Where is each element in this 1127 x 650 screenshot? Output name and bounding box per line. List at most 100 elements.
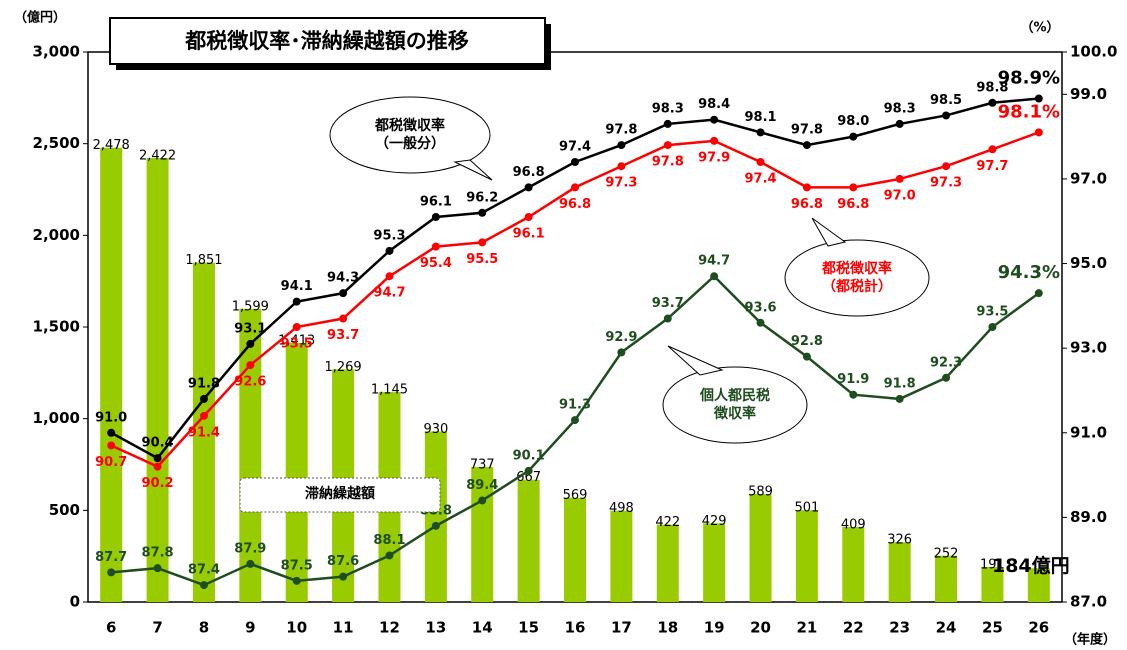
point-label: 94.1 bbox=[281, 279, 313, 294]
bar-label: 184億円 bbox=[992, 554, 1070, 577]
point-label: 96.8 bbox=[559, 197, 591, 212]
point bbox=[849, 183, 858, 192]
point-label: 87.8 bbox=[142, 546, 174, 561]
bar-label: 191 bbox=[980, 557, 1005, 572]
bar bbox=[285, 342, 308, 602]
x-tick-label: 21 bbox=[796, 619, 817, 637]
point bbox=[710, 115, 719, 124]
point bbox=[107, 441, 116, 450]
bar-label: 2,478 bbox=[93, 138, 130, 153]
point-label: 94.3 bbox=[327, 271, 359, 286]
bar bbox=[610, 510, 633, 602]
point bbox=[756, 158, 765, 166]
point-label: 90.4 bbox=[142, 436, 174, 451]
point bbox=[339, 314, 348, 323]
y-tick-label: 2,500 bbox=[33, 134, 80, 152]
point-label: 97.4 bbox=[744, 172, 776, 187]
point-label: 98.9% bbox=[998, 68, 1060, 89]
point bbox=[339, 289, 348, 298]
point bbox=[617, 348, 626, 357]
legend-label: 個人都民税 徴収率 bbox=[700, 388, 770, 422]
point-label: 93.5 bbox=[281, 337, 313, 352]
point-label: 87.7 bbox=[95, 550, 127, 565]
point-label: 92.3 bbox=[930, 355, 962, 370]
point bbox=[1034, 289, 1043, 298]
bar bbox=[517, 479, 540, 602]
point-label: 87.6 bbox=[327, 554, 359, 569]
y2-tick-label: 100.0 bbox=[1070, 43, 1117, 61]
callout-tail bbox=[811, 217, 847, 247]
y-tick-label: 0 bbox=[70, 593, 80, 611]
point-label: 95.5 bbox=[466, 252, 498, 267]
x-tick-label: 26 bbox=[1028, 619, 1049, 637]
point-label: 91.0 bbox=[95, 410, 127, 425]
x-tick-label: 6 bbox=[106, 619, 116, 637]
bar bbox=[703, 523, 726, 602]
x-unit: （年度） bbox=[1064, 632, 1116, 648]
point bbox=[199, 411, 208, 420]
point bbox=[199, 581, 208, 590]
point-label: 96.1 bbox=[513, 227, 545, 242]
point bbox=[756, 128, 765, 137]
point-label: 93.1 bbox=[234, 321, 266, 336]
point bbox=[153, 564, 162, 573]
legend-label: 都税徴収率 （一般分） bbox=[375, 118, 445, 152]
point bbox=[292, 297, 301, 306]
point-label: 89.4 bbox=[466, 478, 498, 493]
point-label: 91.9 bbox=[837, 372, 869, 387]
y-tick-label: 500 bbox=[49, 501, 80, 519]
point-label: 98.0 bbox=[837, 114, 869, 129]
bar-label: 1,413 bbox=[278, 333, 315, 348]
point-label: 98.3 bbox=[652, 101, 684, 116]
point-label: 87.4 bbox=[188, 563, 220, 578]
point-label: 93.5 bbox=[976, 305, 1008, 320]
point-label: 91.8 bbox=[188, 376, 220, 391]
point-label: 90.2 bbox=[142, 476, 174, 491]
point bbox=[710, 272, 719, 281]
point-label: 97.9 bbox=[698, 150, 730, 165]
point bbox=[942, 162, 951, 171]
y2-tick-label: 89.0 bbox=[1070, 508, 1107, 526]
point-label: 98.8 bbox=[976, 80, 1008, 95]
point-label: 93.7 bbox=[327, 328, 359, 343]
point-label: 92.8 bbox=[791, 334, 823, 349]
point-label: 97.7 bbox=[976, 159, 1008, 174]
point-label: 95.3 bbox=[373, 228, 405, 243]
point-label: 97.8 bbox=[652, 155, 684, 170]
bar bbox=[888, 542, 911, 602]
point bbox=[385, 246, 394, 255]
point bbox=[1034, 94, 1043, 103]
point-label: 92.6 bbox=[234, 375, 266, 390]
point bbox=[802, 141, 811, 150]
point-label: 93.6 bbox=[744, 300, 776, 315]
y-tick-label: 1,500 bbox=[33, 318, 80, 336]
point bbox=[849, 132, 858, 141]
point-label: 98.1% bbox=[998, 101, 1060, 122]
point-label: 96.8 bbox=[791, 197, 823, 212]
bar-label: 737 bbox=[470, 457, 495, 472]
point bbox=[107, 568, 116, 577]
x-tick-label: 14 bbox=[472, 619, 493, 637]
bar bbox=[471, 466, 494, 602]
chart-title: 都税徴収率･滞納繰越額の推移 bbox=[184, 29, 469, 53]
bar bbox=[192, 262, 215, 602]
y-tick-label: 2,000 bbox=[33, 226, 80, 244]
point-label: 97.3 bbox=[605, 176, 637, 191]
point bbox=[524, 213, 533, 221]
bar-label: 2,422 bbox=[139, 148, 176, 163]
point-label: 91.8 bbox=[884, 376, 916, 391]
point-label: 94.3% bbox=[998, 262, 1060, 283]
point-label: 88.1 bbox=[373, 533, 405, 548]
point bbox=[385, 551, 394, 560]
bar-label: 409 bbox=[841, 518, 866, 533]
point-label: 96.8 bbox=[513, 165, 545, 180]
x-tick-label: 9 bbox=[245, 619, 255, 637]
point bbox=[431, 213, 440, 221]
point bbox=[571, 158, 579, 166]
legend-label: 滞納繰越額 bbox=[305, 486, 375, 502]
y2-tick-label: 93.0 bbox=[1070, 339, 1107, 357]
bar bbox=[842, 527, 865, 602]
bar-legend-box bbox=[239, 477, 441, 513]
point bbox=[895, 174, 904, 183]
point-label: 94.7 bbox=[373, 286, 405, 301]
